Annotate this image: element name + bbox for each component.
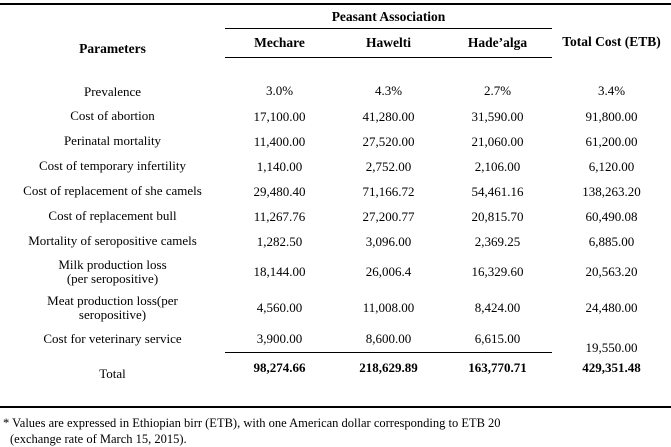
table-cell: 4.3% xyxy=(374,83,403,98)
group-header-peasant-association: Peasant Association xyxy=(225,4,553,29)
table-row-meat-production-loss: Meat production loss(per seropositive) 4… xyxy=(0,290,671,326)
table-cell: 1,282.50 xyxy=(256,233,303,249)
table-cell: 6,885.00 xyxy=(588,233,635,249)
table-cell: 54,461.16 xyxy=(471,183,524,199)
total-cell: 429,351.48 xyxy=(552,352,671,408)
table-cell: 11,008.00 xyxy=(362,300,415,315)
table-cell: 11,400.00 xyxy=(253,133,306,149)
table-cell: 2,369.25 xyxy=(474,233,521,249)
table-row-prevalence: Prevalence 3.0% 4.3% 2.7% 3.4% xyxy=(0,58,671,105)
table-cell: 16,329.60 xyxy=(471,264,524,279)
table-footnote: * Values are expressed in Ethiopian birr… xyxy=(3,415,501,446)
table-cell: 17,100.00 xyxy=(253,108,306,124)
row-label: Milk production loss (per seropositive) xyxy=(58,256,167,286)
header-row-group: Parameters Peasant Association Total Cos… xyxy=(0,4,671,56)
table-row-total: Total 98,274.66 218,629.89 163,770.71 42… xyxy=(0,352,671,408)
carryover-value: 19,550.00 xyxy=(585,340,638,356)
table-row-milk-production-loss: Milk production loss (per seropositive) … xyxy=(0,254,671,290)
table-cell: 2,752.00 xyxy=(365,158,412,174)
table-cell: 18,144.00 xyxy=(253,264,306,279)
table-cell: 27,200.77 xyxy=(362,208,415,224)
total-cost-header: Total Cost (ETB) xyxy=(562,33,661,49)
column-header-hadealga: Hade’alga xyxy=(443,28,553,58)
table-cell: 2.7% xyxy=(483,83,512,98)
row-label: Cost of replacement of she camels xyxy=(23,183,202,199)
table-cell: 27,520.00 xyxy=(362,133,415,149)
table-cell: 8,424.00 xyxy=(474,300,521,315)
table-cell: 6,120.00 xyxy=(588,158,635,174)
column-header-hawelti: Hawelti xyxy=(334,28,443,58)
total-cell: 163,770.71 xyxy=(443,352,553,408)
table-cell: 20,563.20 xyxy=(585,264,638,279)
row-label: Meat production loss(per seropositive) xyxy=(47,292,178,322)
table-cell: 29,480.40 xyxy=(253,183,306,199)
row-label: Perinatal mortality xyxy=(63,133,162,149)
table-cell: 91,800.00 xyxy=(585,108,638,124)
table-cell: 1,140.00 xyxy=(256,158,303,174)
table-cell: 3,900.00 xyxy=(225,326,334,353)
table-cell: 61,200.00 xyxy=(585,133,638,149)
table-body: Prevalence 3.0% 4.3% 2.7% 3.4% Cost of a… xyxy=(0,58,671,408)
row-label: Mortality of seropositive camels xyxy=(28,233,197,249)
table-cell: 71,166.72 xyxy=(362,183,415,199)
column-header-mechare: Mechare xyxy=(225,28,334,58)
table-cell: 31,590.00 xyxy=(471,108,524,124)
total-cell: 98,274.66 xyxy=(225,352,334,408)
table-cell: 8,600.00 xyxy=(334,326,443,353)
row-label: Prevalence xyxy=(83,83,142,99)
paper-table-figure: Parameters Peasant Association Total Cos… xyxy=(0,3,671,446)
cost-table: Parameters Peasant Association Total Cos… xyxy=(0,3,671,408)
table-cell: 26,006.4 xyxy=(365,264,412,279)
table-header: Parameters Peasant Association Total Cos… xyxy=(0,4,671,58)
total-cell: 218,629.89 xyxy=(334,352,443,408)
table-cell: 2,106.00 xyxy=(474,158,521,174)
table-cell: 3.0% xyxy=(265,83,294,98)
table-row-perinatal-mortality: Perinatal mortality 11,400.00 27,520.00 … xyxy=(0,129,671,154)
row-label: Cost for veterinary service xyxy=(43,331,182,347)
table-cell: 6,615.00 xyxy=(443,326,553,353)
table-row-veterinary-service: Cost for veterinary service 3,900.00 8,6… xyxy=(0,326,671,356)
table-cell: 3.4% xyxy=(597,83,626,98)
table-cell: 24,480.00 xyxy=(585,300,638,315)
table-cell: 60,490.08 xyxy=(585,208,638,224)
table-row-mortality-seropositive: Mortality of seropositive camels 1,282.5… xyxy=(0,229,671,254)
table-row-cost-of-abortion: Cost of abortion 17,100.00 41,280.00 31,… xyxy=(0,104,671,129)
table-row-replacement-she-camels: Cost of replacement of she camels 29,480… xyxy=(0,179,671,204)
table-cell: 4,560.00 xyxy=(256,300,303,315)
table-row-replacement-bull: Cost of replacement bull 11,267.76 27,20… xyxy=(0,204,671,229)
table-cell: 41,280.00 xyxy=(362,108,415,124)
total-row-label: Total xyxy=(0,352,225,408)
table-cell: 19,550.00 xyxy=(552,326,671,356)
row-label: Cost of replacement bull xyxy=(48,208,177,224)
table-cell: 11,267.76 xyxy=(253,208,306,224)
table-cell: 138,263.20 xyxy=(582,183,641,199)
row-label: Cost of temporary infertility xyxy=(39,158,186,174)
table-cell: 21,060.00 xyxy=(471,133,524,149)
parameters-header: Parameters xyxy=(79,40,146,56)
header-row-columns: Mechare Hawelti Hade’alga xyxy=(0,28,671,58)
table-row-temporary-infertility: Cost of temporary infertility 1,140.00 2… xyxy=(0,154,671,179)
table-cell: 3,096.00 xyxy=(365,233,412,249)
row-label: Cost of abortion xyxy=(70,108,155,124)
table-cell: 20,815.70 xyxy=(471,208,524,224)
